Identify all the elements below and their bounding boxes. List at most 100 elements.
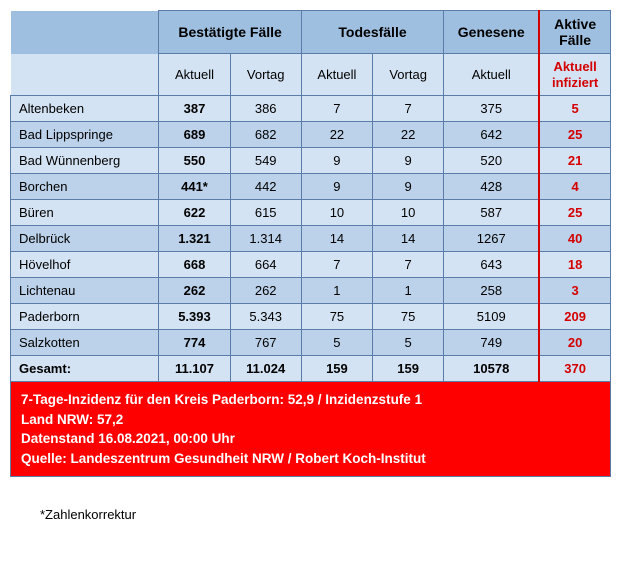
sub-header: Aktuell bbox=[444, 54, 539, 96]
location-cell: Bad Wünnenberg bbox=[11, 148, 159, 174]
value-cell: 386 bbox=[230, 96, 301, 122]
location-cell: Bad Lippspringe bbox=[11, 122, 159, 148]
info-line: 7-Tage-Inzidenz für den Kreis Paderborn:… bbox=[21, 390, 600, 410]
value-cell: 25 bbox=[539, 122, 610, 148]
value-cell: 441* bbox=[159, 174, 230, 200]
value-cell: 375 bbox=[444, 96, 539, 122]
value-cell: 11.107 bbox=[159, 356, 230, 382]
value-cell: 428 bbox=[444, 174, 539, 200]
value-cell: 262 bbox=[230, 278, 301, 304]
group-header-deaths: Todesfälle bbox=[301, 11, 443, 54]
value-cell: 5 bbox=[301, 330, 372, 356]
value-cell: 1 bbox=[301, 278, 372, 304]
value-cell: 159 bbox=[373, 356, 444, 382]
value-cell: 550 bbox=[159, 148, 230, 174]
table-row: Bad Wünnenberg5505499952021 bbox=[11, 148, 611, 174]
location-cell: Lichtenau bbox=[11, 278, 159, 304]
value-cell: 689 bbox=[159, 122, 230, 148]
value-cell: 1.314 bbox=[230, 226, 301, 252]
group-header-row: Bestätigte Fälle Todesfälle Genesene Akt… bbox=[11, 11, 611, 54]
location-cell: Salzkotten bbox=[11, 330, 159, 356]
value-cell: 664 bbox=[230, 252, 301, 278]
total-row: Gesamt:11.10711.02415915910578370 bbox=[11, 356, 611, 382]
value-cell: 549 bbox=[230, 148, 301, 174]
table-row: Altenbeken387386773755 bbox=[11, 96, 611, 122]
value-cell: 25 bbox=[539, 200, 610, 226]
info-line: Land NRW: 57,2 bbox=[21, 410, 600, 430]
value-cell: 767 bbox=[230, 330, 301, 356]
value-cell: 622 bbox=[159, 200, 230, 226]
location-cell: Paderborn bbox=[11, 304, 159, 330]
value-cell: 75 bbox=[301, 304, 372, 330]
table-row: Delbrück1.3211.3141414126740 bbox=[11, 226, 611, 252]
value-cell: 1 bbox=[373, 278, 444, 304]
value-cell: 75 bbox=[373, 304, 444, 330]
value-cell: 5.343 bbox=[230, 304, 301, 330]
value-cell: 22 bbox=[373, 122, 444, 148]
value-cell: 370 bbox=[539, 356, 610, 382]
sub-header: Aktuell bbox=[301, 54, 372, 96]
location-cell: Altenbeken bbox=[11, 96, 159, 122]
location-cell: Büren bbox=[11, 200, 159, 226]
value-cell: 18 bbox=[539, 252, 610, 278]
location-cell: Hövelhof bbox=[11, 252, 159, 278]
info-line: Datenstand 16.08.2021, 00:00 Uhr bbox=[21, 429, 600, 449]
value-cell: 21 bbox=[539, 148, 610, 174]
value-cell: 262 bbox=[159, 278, 230, 304]
value-cell: 520 bbox=[444, 148, 539, 174]
footnote: *Zahlenkorrektur bbox=[10, 507, 611, 522]
table-row: Büren622615101058725 bbox=[11, 200, 611, 226]
value-cell: 7 bbox=[373, 96, 444, 122]
value-cell: 774 bbox=[159, 330, 230, 356]
value-cell: 7 bbox=[373, 252, 444, 278]
value-cell: 14 bbox=[301, 226, 372, 252]
value-cell: 5 bbox=[539, 96, 610, 122]
value-cell: 22 bbox=[301, 122, 372, 148]
value-cell: 209 bbox=[539, 304, 610, 330]
value-cell: 7 bbox=[301, 252, 372, 278]
sub-header-active: Aktuell infiziert bbox=[539, 54, 610, 96]
empty-corner bbox=[11, 11, 159, 54]
value-cell: 14 bbox=[373, 226, 444, 252]
value-cell: 3 bbox=[539, 278, 610, 304]
value-cell: 387 bbox=[159, 96, 230, 122]
value-cell: 159 bbox=[301, 356, 372, 382]
value-cell: 5109 bbox=[444, 304, 539, 330]
covid-table-container: Bestätigte Fälle Todesfälle Genesene Akt… bbox=[10, 10, 611, 477]
value-cell: 9 bbox=[373, 174, 444, 200]
value-cell: 7 bbox=[301, 96, 372, 122]
table-row: Hövelhof6686647764318 bbox=[11, 252, 611, 278]
group-header-recovered: Genesene bbox=[444, 11, 539, 54]
location-cell: Borchen bbox=[11, 174, 159, 200]
empty-corner bbox=[11, 54, 159, 96]
table-row: Salzkotten7747675574920 bbox=[11, 330, 611, 356]
value-cell: 20 bbox=[539, 330, 610, 356]
value-cell: 5.393 bbox=[159, 304, 230, 330]
location-cell: Gesamt: bbox=[11, 356, 159, 382]
value-cell: 587 bbox=[444, 200, 539, 226]
info-line: Quelle: Landeszentrum Gesundheit NRW / R… bbox=[21, 449, 600, 469]
value-cell: 40 bbox=[539, 226, 610, 252]
sub-header: Aktuell bbox=[159, 54, 230, 96]
value-cell: 1267 bbox=[444, 226, 539, 252]
value-cell: 5 bbox=[373, 330, 444, 356]
value-cell: 11.024 bbox=[230, 356, 301, 382]
info-box: 7-Tage-Inzidenz für den Kreis Paderborn:… bbox=[10, 382, 611, 477]
table-row: Borchen441*442994284 bbox=[11, 174, 611, 200]
value-cell: 9 bbox=[301, 148, 372, 174]
value-cell: 10 bbox=[301, 200, 372, 226]
group-header-confirmed: Bestätigte Fälle bbox=[159, 11, 301, 54]
value-cell: 10578 bbox=[444, 356, 539, 382]
value-cell: 642 bbox=[444, 122, 539, 148]
value-cell: 442 bbox=[230, 174, 301, 200]
value-cell: 1.321 bbox=[159, 226, 230, 252]
sub-header-row: Aktuell Vortag Aktuell Vortag Aktuell Ak… bbox=[11, 54, 611, 96]
value-cell: 615 bbox=[230, 200, 301, 226]
value-cell: 4 bbox=[539, 174, 610, 200]
value-cell: 668 bbox=[159, 252, 230, 278]
table-row: Bad Lippspringe689682222264225 bbox=[11, 122, 611, 148]
value-cell: 9 bbox=[373, 148, 444, 174]
location-cell: Delbrück bbox=[11, 226, 159, 252]
value-cell: 643 bbox=[444, 252, 539, 278]
value-cell: 10 bbox=[373, 200, 444, 226]
